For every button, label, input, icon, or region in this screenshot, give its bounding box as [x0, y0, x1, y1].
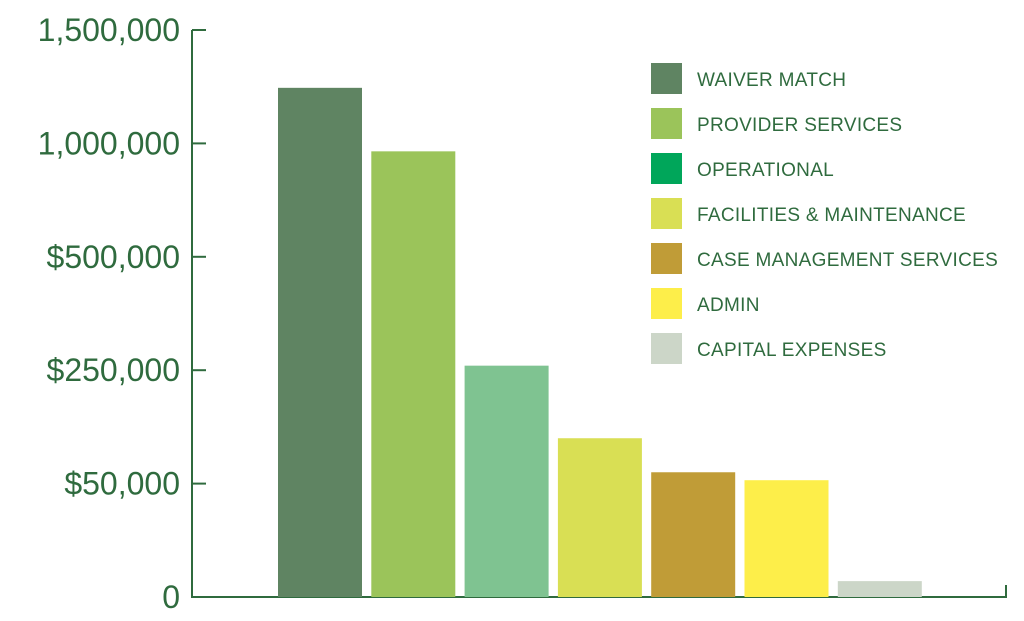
legend-label: WAIVER MATCH	[697, 70, 846, 91]
legend-swatch	[651, 333, 682, 364]
legend-swatch	[651, 153, 682, 184]
y-tick-label: $250,000	[47, 352, 180, 388]
y-tick-label: $500,000	[47, 239, 180, 275]
y-tick-label: 1,000,000	[38, 125, 180, 161]
y-axis-ticks: 0 $50,000 $250,000 $500,000 1,000,000 1,500,0…	[38, 12, 206, 615]
bar-4	[557, 438, 642, 597]
y-tick-label: 1,500,000	[38, 12, 180, 48]
y-tick-label: $50,000	[64, 466, 180, 502]
bar-5	[651, 472, 736, 597]
bars-group	[278, 87, 922, 598]
legend-swatch	[651, 198, 682, 229]
legend-swatch	[651, 288, 682, 319]
legend-swatch	[651, 63, 682, 94]
legend-label: ADMIN	[697, 295, 760, 316]
bar-3	[464, 365, 549, 597]
legend-label: CASE MANAGEMENT SERVICES	[697, 250, 998, 271]
legend-swatch	[651, 108, 682, 139]
legend-label: FACILITIES & MAINTENANCE	[697, 205, 966, 226]
y-tick-label: 0	[162, 579, 180, 615]
legend-label: PROVIDER SERVICES	[697, 115, 902, 136]
bar-6	[744, 480, 829, 597]
bar-7	[837, 581, 922, 597]
legend-swatch	[651, 243, 682, 274]
bar-2	[371, 151, 456, 597]
legend-label: CAPITAL EXPENSES	[697, 340, 887, 361]
bar-1	[278, 87, 362, 598]
legend: WAIVER MATCH PROVIDER SERVICES OPERATIONAL…	[651, 63, 998, 364]
legend-label: OPERATIONAL	[697, 160, 834, 181]
